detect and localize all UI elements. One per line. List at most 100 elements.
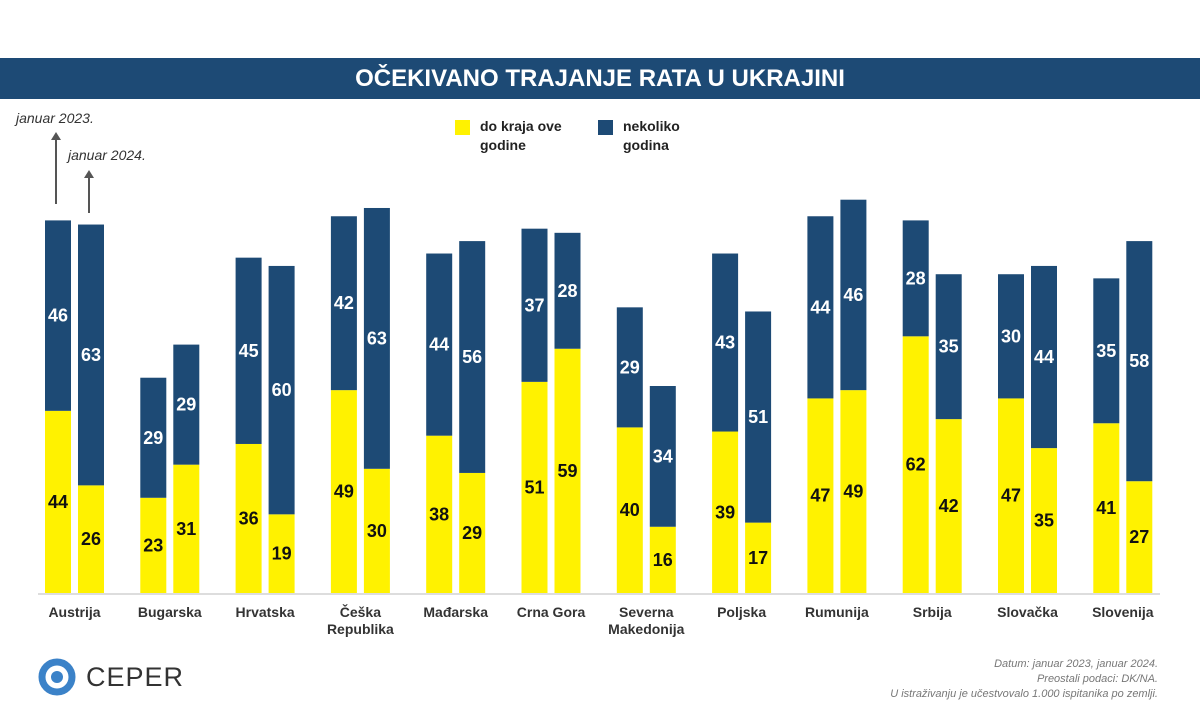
- bar-end-of-year: [235, 443, 262, 593]
- bar-several-years: [173, 344, 200, 465]
- bar-end-of-year: [807, 398, 834, 593]
- category-label: Mađarska: [423, 604, 488, 620]
- bar-end-of-year: [330, 390, 357, 593]
- category-label: Austrija: [48, 604, 101, 620]
- bar-end-of-year: [998, 398, 1024, 593]
- category-label: Srbija: [912, 604, 952, 620]
- data-label-end-of-year: 47: [1001, 486, 1021, 506]
- data-label-several-years: 28: [557, 281, 577, 301]
- bar-end-of-year: [712, 431, 739, 593]
- bar-end-of-year: [616, 427, 643, 593]
- data-label-end-of-year: 36: [239, 508, 259, 528]
- arrow-up-icon: [51, 132, 61, 204]
- bar-several-years: [140, 377, 167, 498]
- category-label: Crna Gora: [516, 604, 586, 620]
- data-label-several-years: 28: [906, 268, 926, 288]
- chart-title: OČEKIVANO TRAJANJE RATA U UKRAJINI: [0, 58, 1200, 99]
- data-label-several-years: 35: [939, 337, 959, 357]
- bar-end-of-year: [521, 381, 548, 593]
- bar-several-years: [1126, 241, 1153, 482]
- bar-several-years: [554, 232, 581, 349]
- data-label-several-years: 44: [810, 297, 830, 317]
- bar-end-of-year: [935, 419, 962, 593]
- bar-end-of-year: [1126, 481, 1153, 593]
- data-label-several-years: 42: [334, 293, 354, 313]
- footer-sample: U istraživanju je učestvovalo 1.000 ispi…: [890, 688, 1158, 700]
- bar-end-of-year: [840, 390, 867, 593]
- category-label: Bugarska: [137, 604, 202, 620]
- data-label-end-of-year: 51: [524, 477, 544, 497]
- data-label-end-of-year: 49: [334, 482, 354, 502]
- bar-end-of-year: [459, 472, 486, 593]
- legend-label: nekoliko godina: [623, 118, 680, 153]
- category-label: Poljska: [717, 604, 767, 620]
- bar-several-years: [459, 241, 486, 473]
- bar-end-of-year: [426, 435, 453, 593]
- bar-end-of-year: [140, 497, 167, 593]
- bar-several-years: [616, 307, 643, 428]
- legend-item-several-years: nekoliko godina: [598, 117, 703, 155]
- data-label-end-of-year: 17: [748, 548, 768, 568]
- category-label: Rumunija: [805, 604, 869, 620]
- data-label-end-of-year: 23: [143, 535, 163, 555]
- bar-end-of-year: [745, 522, 772, 593]
- legend-swatch-yellow: [455, 120, 470, 135]
- data-label-end-of-year: 35: [1034, 511, 1054, 531]
- data-label-end-of-year: 19: [272, 544, 292, 564]
- data-label-several-years: 63: [81, 345, 101, 365]
- bar-end-of-year: [1031, 448, 1057, 593]
- bar-end-of-year: [649, 526, 676, 593]
- bar-end-of-year: [173, 464, 200, 593]
- bar-several-years: [521, 228, 548, 382]
- bar-several-years: [45, 220, 71, 411]
- data-label-end-of-year: 29: [462, 523, 482, 543]
- bar-several-years: [712, 253, 739, 432]
- data-label-several-years: 43: [715, 333, 735, 353]
- data-label-end-of-year: 59: [557, 461, 577, 481]
- bar-end-of-year: [268, 514, 295, 593]
- annotation-january-2023: januar 2023.: [16, 110, 94, 126]
- legend-label: do kraja ove godine: [480, 118, 562, 153]
- bar-several-years: [330, 216, 357, 391]
- data-label-end-of-year: 30: [367, 521, 387, 541]
- bar-several-years: [998, 274, 1024, 399]
- arrow-up-icon: [84, 170, 94, 213]
- data-label-several-years: 35: [1096, 341, 1116, 361]
- data-label-several-years: 46: [48, 306, 68, 326]
- annotation-january-2024: januar 2024.: [68, 147, 146, 163]
- bar-end-of-year: [45, 410, 71, 593]
- data-label-several-years: 37: [524, 295, 544, 315]
- legend-item-end-of-year: do kraja ove godine: [455, 117, 585, 155]
- ceper-logo: CEPER: [38, 658, 184, 696]
- bar-several-years: [78, 224, 104, 486]
- category-label: Češka Republika: [326, 604, 394, 637]
- data-label-end-of-year: 38: [429, 504, 449, 524]
- data-label-end-of-year: 16: [653, 550, 673, 570]
- bar-several-years: [902, 220, 929, 337]
- data-label-several-years: 44: [429, 335, 449, 355]
- category-label: Severna Makedonija: [608, 604, 685, 637]
- data-label-several-years: 56: [462, 347, 482, 367]
- data-label-end-of-year: 40: [620, 500, 640, 520]
- footer-date: Datum: januar 2023, januar 2024.: [994, 658, 1158, 670]
- footer-notes: Datum: januar 2023, januar 2024. Preosta…: [890, 657, 1158, 702]
- data-label-several-years: 30: [1001, 326, 1021, 346]
- data-label-end-of-year: 31: [176, 519, 196, 539]
- bar-several-years: [807, 216, 834, 399]
- data-label-end-of-year: 47: [810, 486, 830, 506]
- bar-end-of-year: [902, 336, 929, 593]
- bar-several-years: [1031, 265, 1057, 449]
- data-label-several-years: 46: [843, 285, 863, 305]
- data-label-several-years: 29: [176, 395, 196, 415]
- bar-several-years: [935, 274, 962, 420]
- data-label-end-of-year: 27: [1129, 527, 1149, 547]
- data-label-several-years: 44: [1034, 347, 1054, 367]
- data-label-several-years: 63: [367, 328, 387, 348]
- bar-end-of-year: [363, 468, 390, 593]
- data-label-several-years: 34: [653, 446, 673, 466]
- data-label-several-years: 58: [1129, 351, 1149, 371]
- bar-several-years: [649, 386, 676, 527]
- bar-several-years: [426, 253, 453, 436]
